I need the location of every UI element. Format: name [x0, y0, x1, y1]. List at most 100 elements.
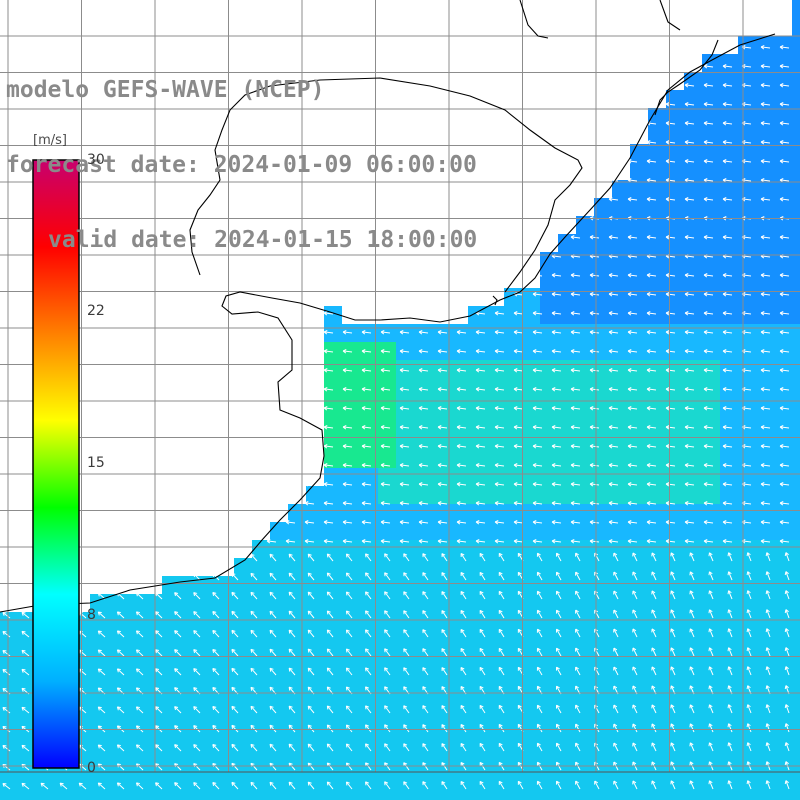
field-cell	[576, 522, 594, 540]
wind-arrow	[212, 648, 220, 657]
field-cell	[612, 702, 630, 720]
field-cell	[576, 702, 594, 720]
field-cell	[0, 630, 18, 648]
field-cell	[684, 522, 702, 540]
field-cell	[504, 306, 522, 324]
wind-arrow	[589, 311, 600, 316]
field-cell	[792, 792, 800, 800]
field-cell	[666, 450, 684, 468]
field-cell	[432, 756, 450, 774]
field-cell	[576, 486, 594, 504]
field-cell	[216, 738, 234, 756]
field-cell	[594, 306, 612, 324]
field-cell	[756, 756, 774, 774]
wind-arrow	[326, 705, 334, 714]
wind-arrow	[765, 571, 771, 581]
field-cell	[540, 486, 558, 504]
field-cell	[486, 558, 504, 576]
wind-arrow	[627, 482, 638, 487]
field-cell	[756, 468, 774, 486]
field-cell	[684, 540, 702, 558]
field-cell	[342, 504, 360, 522]
field-cell	[630, 432, 648, 450]
wind-arrow	[784, 647, 790, 657]
wind-arrow	[155, 782, 163, 790]
wind-arrow	[479, 590, 486, 600]
field-cell	[648, 540, 666, 558]
wind-arrow	[746, 647, 752, 657]
field-cell	[324, 306, 342, 324]
field-cell	[360, 612, 378, 630]
field-cell	[288, 792, 306, 800]
wind-arrow	[403, 572, 410, 581]
field-cell	[504, 666, 522, 684]
wind-arrow	[627, 539, 638, 544]
wind-arrow	[765, 780, 771, 790]
wind-arrow	[708, 609, 714, 619]
wind-arrow	[760, 273, 771, 278]
field-cell	[486, 504, 504, 522]
wind-arrow	[97, 744, 106, 752]
wind-arrow	[250, 610, 258, 619]
wind-arrow	[456, 406, 467, 411]
field-cell	[594, 288, 612, 306]
field-cell	[702, 342, 720, 360]
wind-arrow	[498, 780, 505, 790]
wind-arrow	[608, 273, 619, 278]
wind-arrow	[21, 611, 30, 619]
wind-arrow	[551, 311, 562, 316]
wind-arrow	[418, 349, 429, 354]
wind-arrow	[418, 501, 429, 506]
wind-arrow	[403, 591, 410, 600]
field-cell	[774, 180, 792, 198]
wind-arrow	[403, 667, 410, 676]
wind-arrow	[456, 349, 467, 354]
field-cell	[630, 486, 648, 504]
wind-arrow	[40, 782, 49, 790]
wind-arrow	[670, 628, 676, 638]
wind-arrow	[250, 667, 258, 676]
field-cell	[792, 324, 800, 342]
wind-arrow	[532, 349, 543, 354]
field-cell	[396, 414, 414, 432]
field-cell	[630, 360, 648, 378]
field-cell	[90, 630, 108, 648]
field-cell	[504, 360, 522, 378]
field-cell	[126, 792, 144, 800]
field-cell	[324, 396, 342, 414]
field-cell	[378, 576, 396, 594]
wind-arrow	[727, 590, 733, 600]
wind-arrow	[551, 482, 562, 487]
field-cell	[252, 630, 270, 648]
wind-arrow	[536, 723, 543, 733]
field-cell	[396, 612, 414, 630]
field-cell	[738, 54, 756, 72]
field-cell	[450, 576, 468, 594]
wind-arrow	[418, 444, 429, 449]
wind-arrow	[437, 349, 448, 354]
wind-arrow	[345, 724, 353, 733]
field-cell	[612, 396, 630, 414]
field-cell	[198, 666, 216, 684]
field-cell	[594, 792, 612, 800]
field-cell	[792, 738, 800, 756]
field-cell	[666, 162, 684, 180]
wind-arrow	[608, 349, 619, 354]
field-cell	[522, 612, 540, 630]
wind-arrow	[613, 609, 619, 619]
field-cell	[774, 450, 792, 468]
field-cell	[540, 306, 558, 324]
wind-arrow	[760, 444, 771, 449]
field-cell	[612, 612, 630, 630]
field-cell	[18, 612, 36, 630]
field-cell	[108, 702, 126, 720]
field-cell	[702, 360, 720, 378]
wind-arrow	[460, 667, 467, 676]
field-cell	[432, 666, 450, 684]
wind-arrow	[269, 553, 277, 562]
field-cell	[612, 738, 630, 756]
field-cell	[306, 738, 324, 756]
wind-arrow	[613, 647, 619, 657]
wind-arrow	[116, 725, 125, 733]
field-cell	[792, 36, 800, 54]
